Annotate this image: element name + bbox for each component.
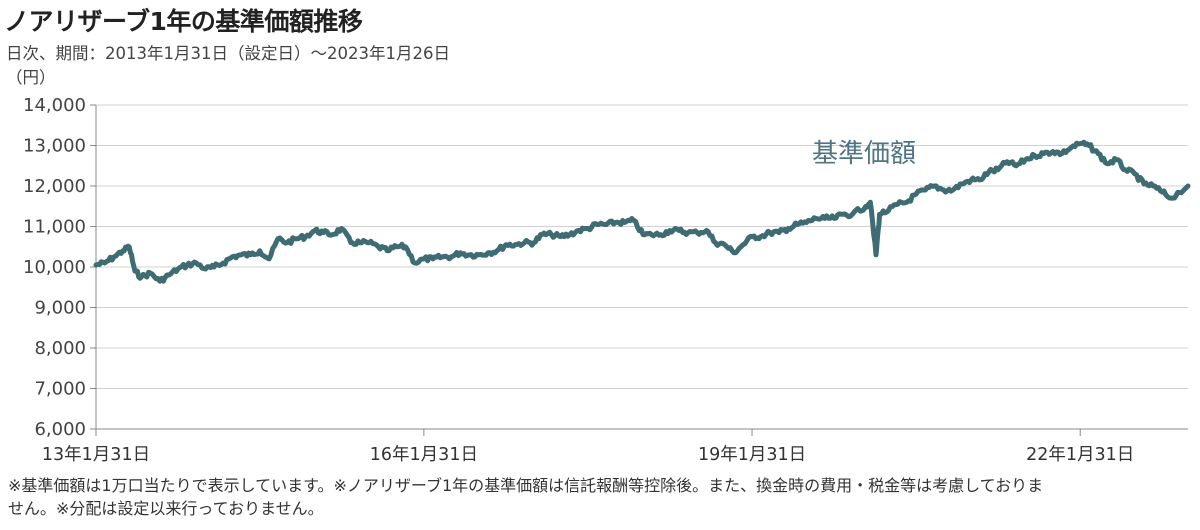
chart-title: ノアリザーブ1年の基準価額推移 <box>4 7 363 36</box>
x-tick-label: 19年1月31日 <box>698 445 806 465</box>
chart-subtitle: 日次、期間：2013年1月31日（設定日）～2023年1月26日 <box>6 44 450 63</box>
series-line <box>93 139 1191 284</box>
y-axis: 6,000 7,000 8,000 9,000 10,000 11,000 12,000 13… <box>23 95 97 440</box>
y-tick-label: 13,000 <box>23 136 86 157</box>
y-tick-label: 14,000 <box>23 95 86 116</box>
series-label: 基準価額 <box>812 139 916 169</box>
series-lines <box>93 139 1191 284</box>
gridlines <box>96 104 1188 430</box>
footnote-line-2: せん。※分配は設定以来行っておりません。 <box>8 499 324 518</box>
y-tick-label: 8,000 <box>34 338 86 359</box>
footnotes: ※基準価額は1万口当たりで表示しています。※ノアリザーブ1年の基準価額は信託報酬… <box>8 474 1194 520</box>
y-tick-label: 10,000 <box>23 257 86 278</box>
x-axis: 13年1月31日 16年1月31日 19年1月31日 22年1月31日 <box>42 428 1188 465</box>
x-tick-label: 16年1月31日 <box>370 445 478 465</box>
y-axis-unit-label: （円） <box>6 68 56 87</box>
y-tick-label: 9,000 <box>34 298 86 319</box>
footnote-line-1: ※基準価額は1万口当たりで表示しています。※ノアリザーブ1年の基準価額は信託報酬… <box>8 476 1044 495</box>
y-tick-label: 7,000 <box>34 379 86 400</box>
y-tick-label: 11,000 <box>23 217 86 238</box>
x-tick-label: 22年1月31日 <box>1026 445 1134 465</box>
x-tick-label: 13年1月31日 <box>42 445 150 465</box>
y-tick-label: 12,000 <box>23 176 86 197</box>
y-tick-label: 6,000 <box>34 419 86 440</box>
